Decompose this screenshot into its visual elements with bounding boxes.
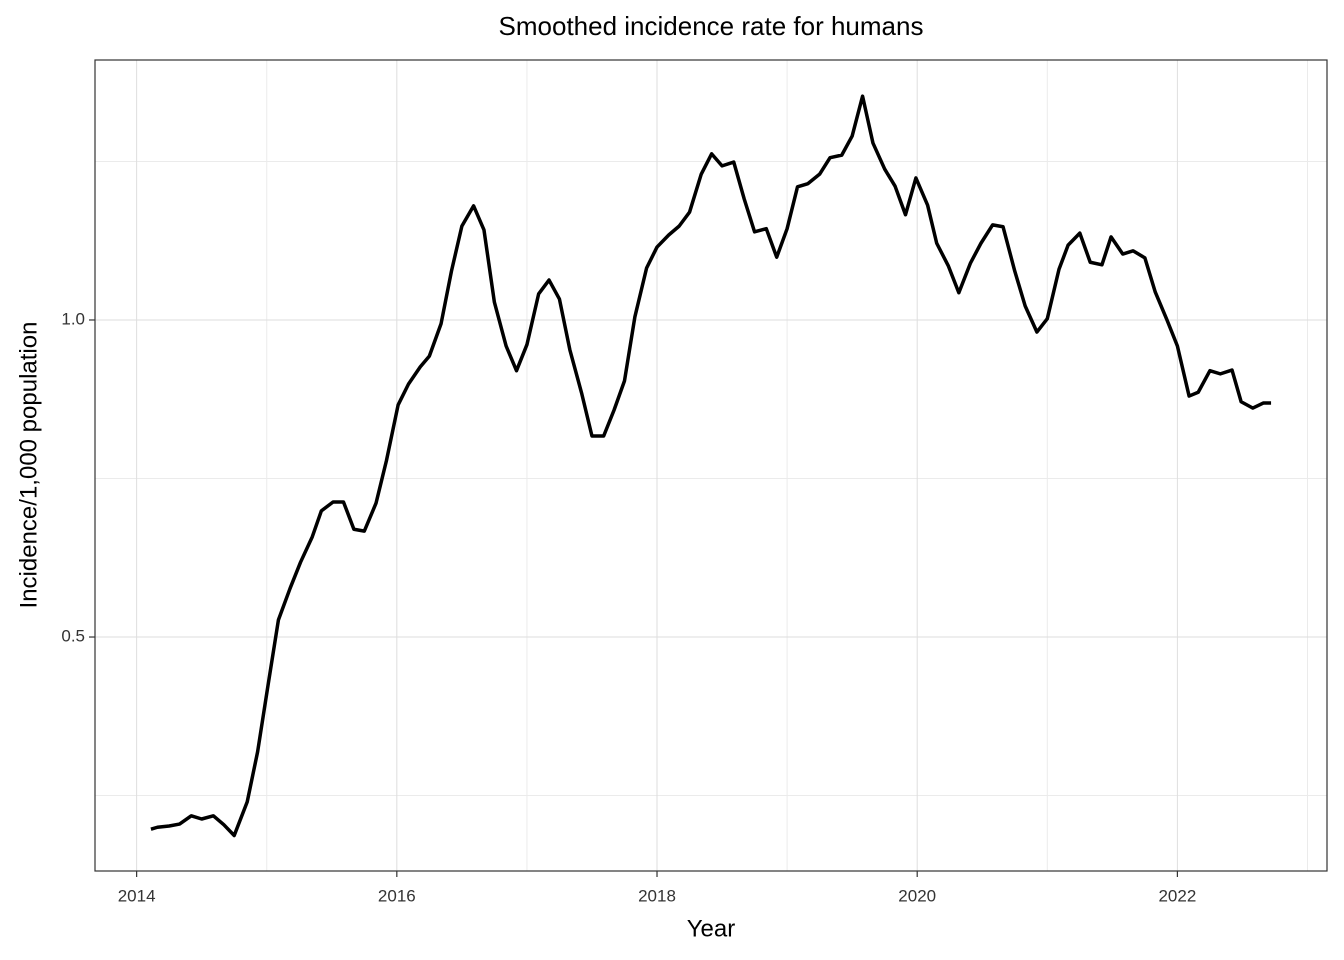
x-tick-label: 2016: [378, 886, 416, 905]
x-axis-title: Year: [687, 915, 736, 942]
chart-title: Smoothed incidence rate for humans: [499, 11, 924, 41]
x-tick-label: 2018: [638, 886, 676, 905]
x-tick-label: 2014: [118, 886, 156, 905]
y-tick-label: 0.5: [61, 627, 85, 646]
x-tick-label: 2022: [1158, 886, 1196, 905]
data-line: [150, 94, 1272, 838]
panel-border: [94, 59, 1328, 872]
x-tick-label: 2020: [898, 886, 936, 905]
y-axis-title: Incidence/1,000 population: [15, 322, 42, 609]
y-tick-label: 1.0: [61, 309, 85, 328]
